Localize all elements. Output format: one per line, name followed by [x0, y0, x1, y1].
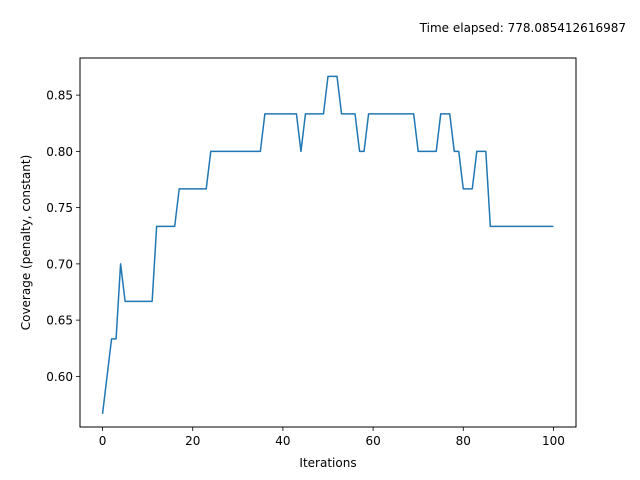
- x-tick-label: 0: [99, 434, 107, 448]
- y-tick-label: 0.75: [46, 201, 73, 215]
- x-tick-label: 100: [542, 434, 565, 448]
- y-axis-label: Coverage (penalty, constant): [19, 155, 33, 331]
- x-tick-label: 20: [185, 434, 200, 448]
- y-axis: 0.60 0.65 0.70 0.75 0.80 0.85: [46, 89, 80, 384]
- y-tick-label: 0.85: [46, 89, 73, 103]
- chart-title: Time elapsed: 778.085412616987: [419, 21, 626, 35]
- series-line-0: [101, 75, 554, 414]
- x-axis-label: Iterations: [299, 456, 356, 470]
- y-tick-label: 0.65: [46, 314, 73, 328]
- y-tick-label: 0.60: [46, 370, 73, 384]
- plot-frame: [79, 57, 577, 428]
- y-tick-label: 0.70: [46, 257, 73, 271]
- x-tick-label: 60: [365, 434, 380, 448]
- x-axis: 0 20 40 60 80 100: [99, 427, 565, 448]
- x-tick-label: 80: [456, 434, 471, 448]
- y-tick-label: 0.80: [46, 145, 73, 159]
- x-tick-label: 40: [275, 434, 290, 448]
- series-layer: [101, 75, 554, 414]
